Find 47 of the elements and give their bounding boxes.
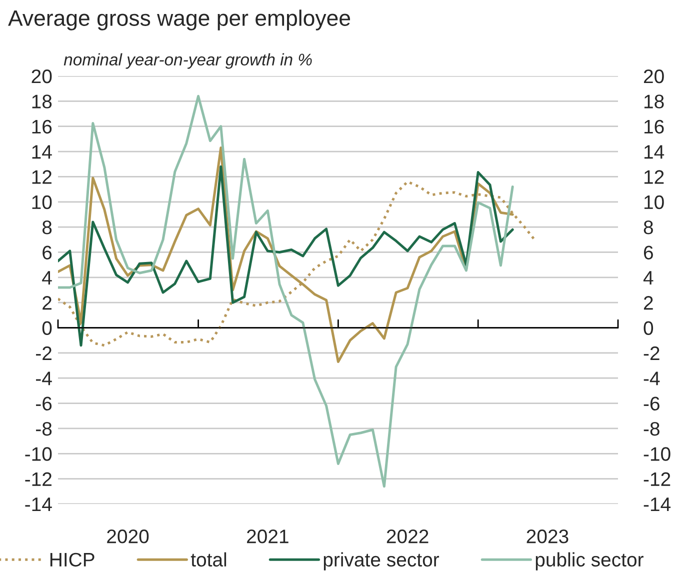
y-tick-label: 0 — [42, 321, 52, 335]
y2-tick-label: 10 — [644, 195, 664, 210]
chart-subtitle: nominal year-on-year growth in % — [64, 53, 312, 69]
y2-tick-label: -4 — [644, 372, 660, 386]
y-tick-label: 20 — [32, 69, 52, 84]
y2-tick-label: -12 — [644, 472, 670, 486]
y-tick-label: -8 — [36, 422, 52, 436]
y-tick-label: -12 — [25, 472, 52, 486]
y2-tick-label: 18 — [644, 94, 664, 108]
y-tick-label: 6 — [42, 246, 52, 260]
chart-title: Average gross wage per employee — [8, 10, 350, 30]
y-tick-label: -4 — [36, 372, 52, 386]
line-series — [58, 94, 514, 488]
y2-tick-label: -14 — [644, 498, 671, 512]
y-tick-label: 12 — [32, 170, 52, 184]
y-tick-label: 16 — [32, 120, 52, 134]
y2-tick-label: 16 — [644, 120, 664, 134]
y-tick-label: 10 — [32, 195, 52, 210]
y2-tick-label: -8 — [644, 422, 660, 436]
y2-tick-label: 8 — [644, 220, 653, 234]
y2-tick-label: 20 — [644, 69, 664, 84]
legend-label: HICP — [50, 552, 94, 567]
y2-tick-label: 0 — [644, 321, 654, 335]
y-tick-label: -14 — [25, 498, 52, 512]
y-tick-label: 18 — [32, 94, 52, 108]
legend-label: total — [190, 552, 226, 567]
y-tick-label: -10 — [25, 447, 52, 461]
y2-tick-label: -6 — [644, 396, 660, 411]
x-tick-label: 2021 — [247, 530, 288, 544]
y-tick-label: -2 — [36, 346, 52, 360]
y2-tick-label: 14 — [644, 145, 664, 159]
x-tick-label: 2020 — [107, 530, 149, 544]
y2-tick-label: -10 — [644, 447, 670, 461]
x-tick-label: 2022 — [386, 530, 428, 544]
y2-tick-label: 4 — [643, 271, 654, 284]
y-tick-label: 4 — [42, 271, 52, 284]
legend-label: private sector — [324, 552, 440, 570]
y2-tick-label: 2 — [644, 296, 653, 310]
y2-tick-label: -2 — [644, 346, 660, 360]
x-tick-label: 2023 — [526, 530, 568, 544]
y2-tick-label: 6 — [644, 246, 653, 260]
y-tick-label: 14 — [32, 145, 52, 159]
y-tick-label: -6 — [36, 396, 52, 411]
y-tick-label: 8 — [42, 220, 52, 234]
y-tick-label: 2 — [42, 296, 52, 310]
y2-tick-label: 12 — [644, 170, 664, 184]
legend-label: public sector — [536, 552, 644, 570]
